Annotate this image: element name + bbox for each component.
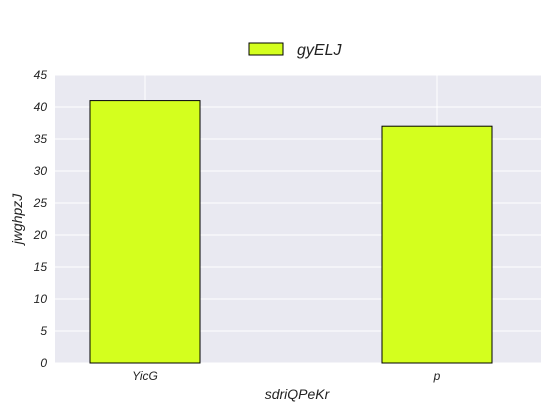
- bars: [89, 100, 493, 364]
- y-tick-label: 0: [40, 356, 47, 370]
- y-axis-label: jwghpzJ: [9, 193, 25, 247]
- y-tick-label: 10: [34, 292, 48, 306]
- legend-label: gyELJ: [297, 42, 342, 59]
- y-tick-label: 40: [34, 100, 48, 114]
- legend: gyELJ: [248, 42, 342, 59]
- legend-swatch: [248, 42, 284, 56]
- x-tick-label: p: [433, 369, 441, 383]
- x-tick-labels: YicG p: [132, 369, 441, 383]
- y-tick-label: 35: [34, 132, 48, 146]
- bar-YicG: [89, 100, 201, 364]
- x-tick-label: YicG: [132, 369, 158, 383]
- y-tick-label: 30: [34, 164, 48, 178]
- y-tick-label: 5: [40, 324, 47, 338]
- y-tick-label: 25: [33, 196, 48, 210]
- y-tick-label: 20: [33, 228, 48, 242]
- y-tick-labels: 0 5 10 15 20 25 30 35 40 45: [33, 68, 48, 370]
- y-tick-label: 15: [34, 260, 48, 274]
- x-axis-label: sdriQPeKr: [265, 386, 331, 402]
- bar-p: [381, 125, 493, 364]
- y-tick-label: 45: [34, 68, 48, 82]
